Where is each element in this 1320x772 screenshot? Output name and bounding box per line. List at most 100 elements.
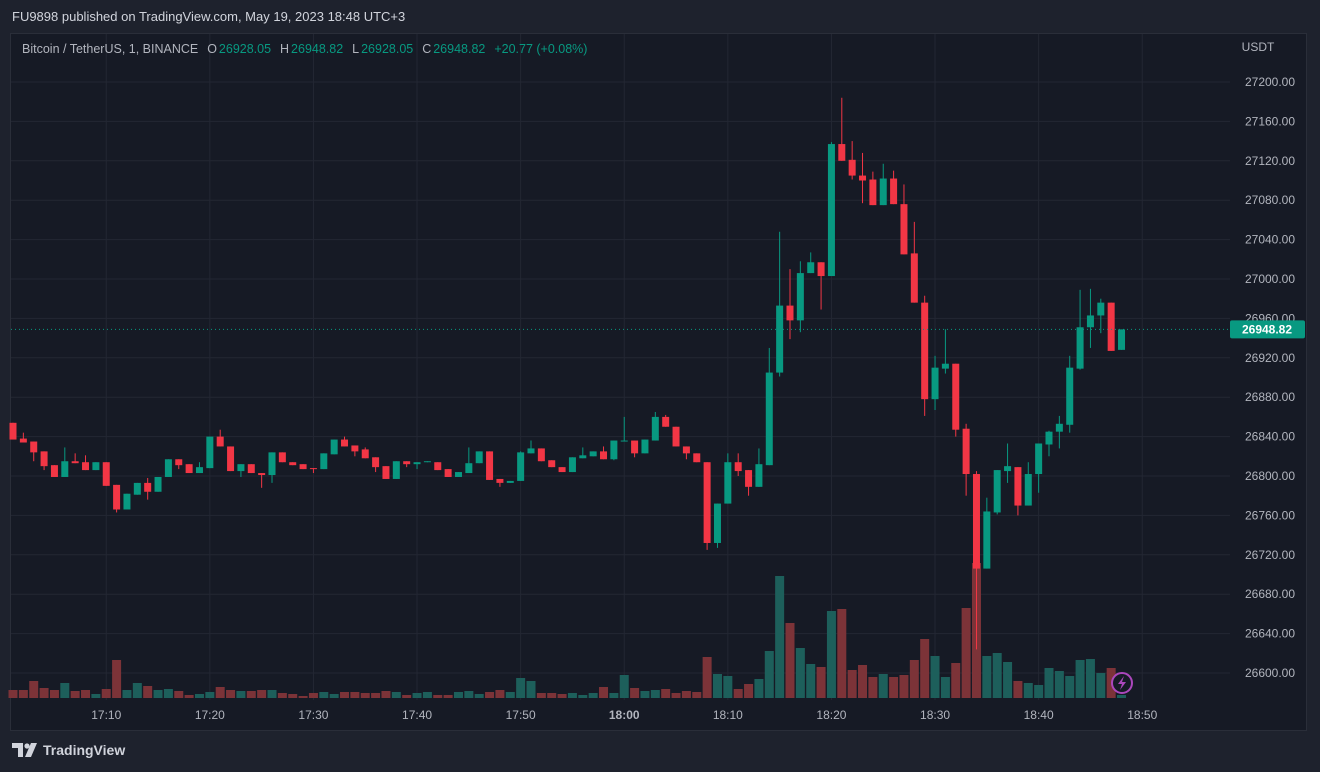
- alert-button[interactable]: [1111, 672, 1133, 694]
- candle[interactable]: [454, 472, 462, 477]
- candle[interactable]: [299, 464, 307, 470]
- candle[interactable]: [807, 252, 815, 274]
- candle[interactable]: [403, 461, 411, 468]
- candle[interactable]: [879, 163, 887, 206]
- candle[interactable]: [838, 97, 846, 161]
- candle[interactable]: [351, 445, 359, 457]
- candle[interactable]: [517, 451, 525, 481]
- candle[interactable]: [496, 478, 504, 487]
- candle[interactable]: [1076, 289, 1084, 370]
- candle[interactable]: [506, 480, 514, 483]
- candle[interactable]: [703, 462, 711, 550]
- candle[interactable]: [175, 459, 183, 470]
- candle[interactable]: [195, 462, 203, 474]
- candle[interactable]: [672, 426, 680, 447]
- candle[interactable]: [268, 452, 276, 483]
- candle[interactable]: [216, 429, 224, 447]
- candle[interactable]: [1097, 298, 1105, 334]
- candle[interactable]: [133, 482, 141, 495]
- candle[interactable]: [309, 468, 317, 474]
- candle[interactable]: [755, 448, 763, 487]
- candle[interactable]: [237, 464, 245, 477]
- candle[interactable]: [786, 269, 794, 340]
- candle[interactable]: [537, 448, 545, 462]
- candle[interactable]: [382, 466, 390, 479]
- candle[interactable]: [1107, 302, 1115, 351]
- candle[interactable]: [589, 451, 597, 457]
- candle[interactable]: [19, 432, 27, 443]
- candle[interactable]: [579, 447, 587, 459]
- candle[interactable]: [113, 484, 121, 513]
- candle[interactable]: [776, 231, 784, 377]
- candle[interactable]: [765, 347, 773, 466]
- candle[interactable]: [1055, 415, 1063, 449]
- candle[interactable]: [568, 457, 576, 473]
- candle[interactable]: [910, 221, 918, 303]
- candle[interactable]: [682, 446, 690, 460]
- candle[interactable]: [361, 447, 369, 459]
- candle[interactable]: [1004, 443, 1012, 483]
- candle[interactable]: [278, 452, 286, 463]
- candle[interactable]: [724, 453, 732, 504]
- candle[interactable]: [392, 461, 400, 479]
- candle[interactable]: [9, 422, 17, 440]
- candle[interactable]: [1035, 443, 1043, 493]
- candle[interactable]: [486, 451, 494, 480]
- candle[interactable]: [983, 497, 991, 569]
- candle[interactable]: [61, 447, 69, 477]
- candle[interactable]: [465, 447, 473, 474]
- candle[interactable]: [796, 261, 804, 333]
- candle[interactable]: [848, 141, 856, 180]
- candle[interactable]: [993, 470, 1001, 515]
- candle[interactable]: [258, 473, 266, 488]
- candle[interactable]: [475, 451, 483, 464]
- candle[interactable]: [631, 440, 639, 458]
- candle[interactable]: [444, 469, 452, 477]
- candle[interactable]: [900, 184, 908, 255]
- symbol-title[interactable]: Bitcoin / TetherUS, 1, BINANCE: [22, 42, 199, 56]
- candle[interactable]: [123, 493, 131, 510]
- chart-frame[interactable]: [10, 33, 1307, 731]
- candle[interactable]: [102, 462, 110, 486]
- candle[interactable]: [962, 423, 970, 496]
- candle[interactable]: [71, 453, 79, 464]
- candle[interactable]: [1014, 467, 1022, 516]
- candle[interactable]: [82, 455, 90, 471]
- candle[interactable]: [434, 462, 442, 471]
- candle[interactable]: [641, 439, 649, 454]
- candle[interactable]: [40, 451, 48, 471]
- candle[interactable]: [869, 171, 877, 206]
- candle[interactable]: [154, 476, 162, 492]
- candle[interactable]: [931, 355, 939, 411]
- tradingview-logo[interactable]: TradingView: [12, 742, 125, 758]
- candle[interactable]: [1118, 329, 1126, 350]
- candle[interactable]: [921, 295, 929, 416]
- candle[interactable]: [164, 459, 172, 477]
- candle[interactable]: [662, 414, 670, 427]
- candle[interactable]: [289, 462, 297, 466]
- candle[interactable]: [610, 440, 618, 461]
- candle[interactable]: [1045, 430, 1053, 457]
- candle[interactable]: [413, 462, 421, 470]
- candle[interactable]: [890, 170, 898, 205]
- candle[interactable]: [941, 329, 949, 374]
- candle[interactable]: [972, 471, 980, 650]
- candle[interactable]: [1024, 462, 1032, 506]
- candle[interactable]: [651, 411, 659, 441]
- candle[interactable]: [734, 453, 742, 476]
- candle[interactable]: [713, 503, 721, 548]
- candle[interactable]: [227, 446, 235, 472]
- candle[interactable]: [320, 453, 328, 470]
- candle[interactable]: [1086, 288, 1094, 348]
- candle[interactable]: [144, 477, 152, 500]
- candle[interactable]: [341, 436, 349, 447]
- candle[interactable]: [548, 460, 556, 468]
- candle[interactable]: [827, 142, 835, 277]
- candle[interactable]: [527, 440, 535, 454]
- candle[interactable]: [247, 464, 255, 474]
- candle[interactable]: [185, 464, 193, 474]
- candle[interactable]: [600, 446, 608, 460]
- candle[interactable]: [693, 453, 701, 463]
- candle[interactable]: [206, 436, 214, 469]
